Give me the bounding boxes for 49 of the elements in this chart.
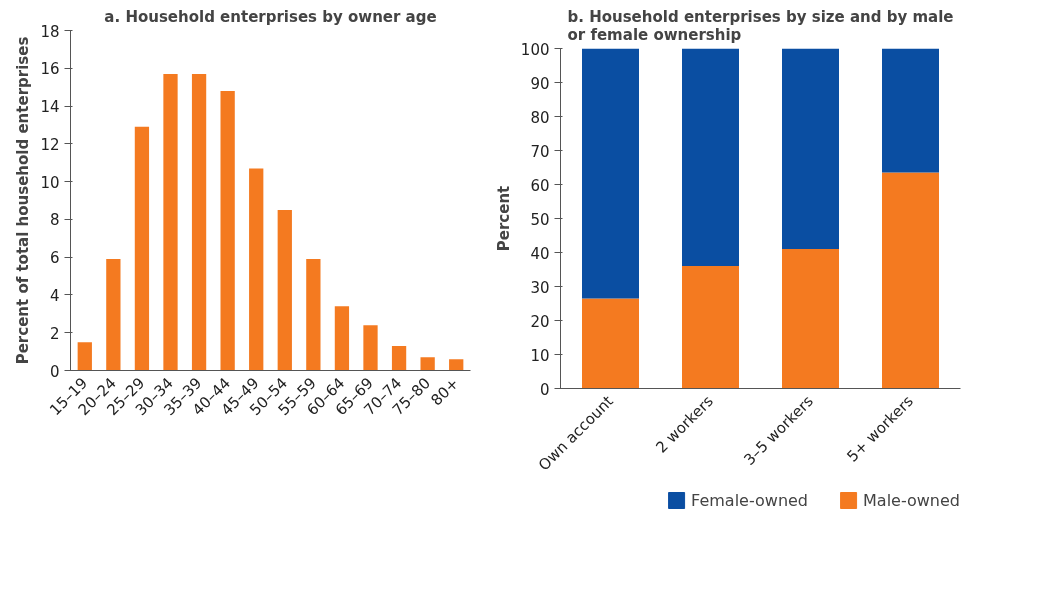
bar [391, 345, 407, 371]
y-tick-label: 100 [520, 40, 550, 59]
bar [682, 48, 739, 267]
bar [682, 266, 739, 389]
bar [249, 168, 264, 371]
chart-title: b. Household enterprises by size and by male or female ownership [567, 7, 954, 44]
y-tick-label: 70 [530, 142, 550, 161]
bar [334, 306, 350, 371]
y-tick-label: 10 [530, 346, 550, 365]
y-tick-label: 6 [49, 249, 60, 268]
bar [134, 126, 150, 371]
y-tick-label: 18 [40, 22, 60, 41]
y-tick-label: 16 [40, 60, 60, 79]
y-axis-title: Percent [494, 185, 513, 252]
y-tick-label: 4 [49, 286, 60, 305]
y-tick-label: 10 [40, 173, 60, 192]
y-tick-label: 60 [530, 176, 550, 195]
y-tick-label: 90 [530, 74, 550, 93]
bar [220, 90, 235, 371]
bar [449, 359, 464, 371]
legend-label: Female-owned [691, 490, 809, 510]
bar [420, 357, 435, 371]
bar [782, 249, 839, 389]
bar [277, 209, 292, 371]
y-tick-label: 30 [530, 278, 550, 297]
bar [163, 73, 178, 371]
bar [191, 73, 207, 371]
y-tick-label: 20 [530, 312, 550, 331]
y-tick-label: 8 [49, 211, 60, 230]
y-axis-title: Percent of total household enterprises [14, 36, 33, 365]
y-tick-label: 12 [40, 135, 60, 154]
chart-title: a. Household enterprises by owner age [104, 7, 437, 26]
bar [782, 48, 839, 250]
bar [582, 48, 639, 299]
legend-label: Male-owned [863, 490, 960, 510]
y-tick-label: 0 [539, 380, 550, 399]
bar [77, 342, 92, 371]
bar [882, 48, 939, 173]
bar [582, 298, 639, 389]
y-tick-label: 40 [530, 244, 550, 263]
y-tick-label: 50 [530, 210, 550, 229]
bar [363, 325, 378, 371]
bar [882, 172, 939, 389]
y-tick-label: 80 [530, 108, 550, 127]
y-tick-label: 0 [49, 362, 60, 381]
bar [306, 259, 321, 371]
y-tick-label: 2 [49, 324, 60, 343]
bar [106, 259, 121, 371]
y-tick-label: 14 [40, 98, 60, 117]
